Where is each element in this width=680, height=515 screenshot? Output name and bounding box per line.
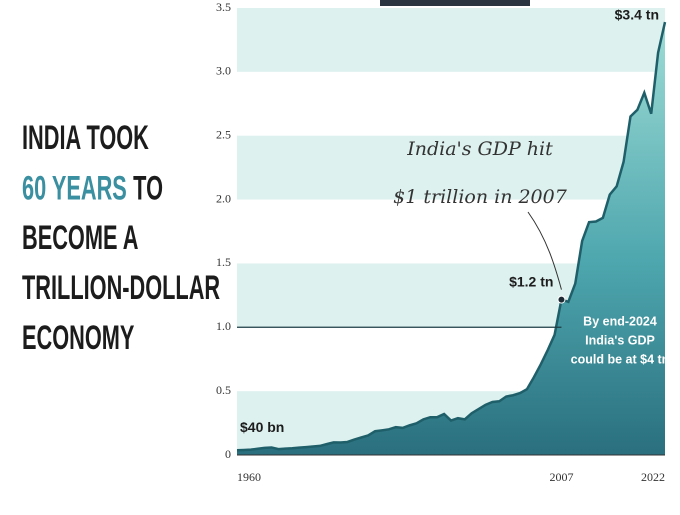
y-tick-label: 1.0 — [216, 319, 231, 333]
band — [237, 135, 665, 200]
headline-line: 60 YEARS TO — [22, 169, 163, 207]
line — [236, 21, 667, 452]
band — [237, 8, 665, 72]
forecast-note: India's GDP — [585, 333, 655, 347]
annotation: $40 bn — [240, 419, 284, 435]
y-tick-label: 1.5 — [216, 255, 231, 269]
headline-highlight: 60 YEARS — [22, 169, 127, 207]
plot: 0 0.5 1.0 1.5 2.0 2.5 3.0 3.5 1960 2007 2022 $40 bn… — [216, 0, 669, 484]
area — [237, 22, 665, 455]
note-arrow — [527, 211, 562, 290]
decoration — [380, 0, 530, 6]
headline-line: BECOME A — [22, 219, 138, 257]
note: India's GDP hit — [406, 138, 553, 160]
milestone-point — [557, 295, 566, 304]
forecast-note: By end-2024 — [583, 314, 657, 328]
annotation: $1.2 tn — [509, 273, 553, 289]
x-tick-label: 2007 — [549, 470, 573, 484]
y-tick-label: 0 — [225, 447, 231, 461]
forecast-note: could be at $4 tn — [571, 352, 670, 366]
headline-text: TO — [133, 169, 163, 207]
y-tick-label: 2.5 — [216, 127, 231, 141]
annotation: $3.4 tn — [615, 7, 659, 23]
y-tick-label: 3.0 — [216, 64, 231, 78]
note: $1 trillion in 2007 — [393, 186, 568, 208]
headline-line: INDIA TOOK — [22, 119, 149, 157]
x-tick-label: 1960 — [237, 470, 261, 484]
y-tick-label: 3.5 — [216, 0, 231, 14]
y-tick-label: 0.5 — [216, 383, 231, 397]
y-tick-label: 2.0 — [216, 191, 231, 205]
headline-line: ECONOMY — [22, 319, 134, 357]
headline-line: TRILLION-DOLLAR — [22, 269, 220, 307]
headline: INDIA TOOK 60 YEARS TO BECOME A TRILLION-… — [22, 119, 220, 357]
x-tick-label: 2022 — [641, 470, 665, 484]
